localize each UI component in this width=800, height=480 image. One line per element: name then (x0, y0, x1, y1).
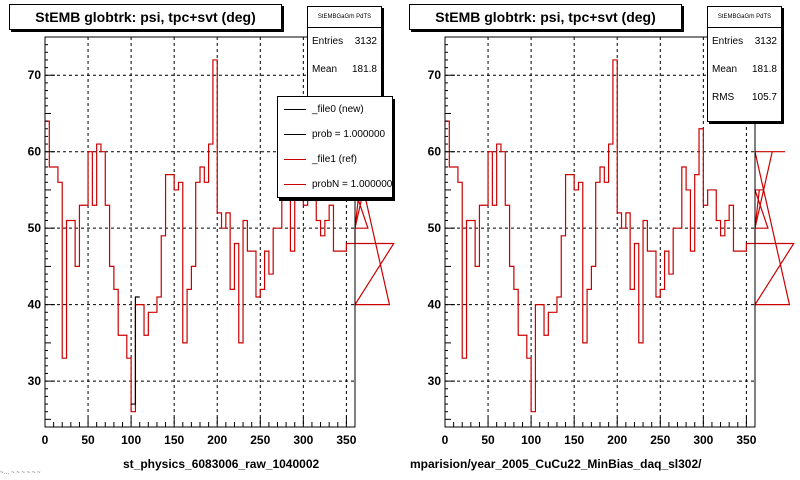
right-xtick-label-4: 200 (607, 433, 627, 447)
left-plot-pad: 0 50 100 150 200 250 300 350 30 40 50 60 70 StEMB gl… (9, 4, 395, 471)
left-stats-mean-value: 181.8 (351, 64, 377, 75)
left-legend: _file0 (new) prob = 1.000000 _file1 (ref… (277, 96, 393, 198)
right-xtick-label-7: 350 (736, 433, 756, 447)
left-ytick-label-0: 30 (28, 374, 42, 388)
right-plot-pad: 0 50 100 150 200 250 300 350 30 40 50 60 70 StEMB gl… (400, 0, 800, 480)
right-stats-entries-label: Entries (712, 36, 744, 47)
legend-item-file1: _file1 (ref) (278, 147, 392, 172)
legend-label-file1: _file1 (ref) (312, 154, 358, 165)
left-plot-svg: 0 50 100 150 200 250 300 350 30 40 50 60 70 (28, 36, 395, 447)
left-xtick-label-0: 0 (42, 433, 49, 447)
right-stats-mean-row: Mean 181.8 (708, 56, 781, 84)
right-series-0 (445, 59, 795, 413)
legend-swatch-probn (284, 184, 306, 185)
left-xtick-label-4: 200 (207, 433, 227, 447)
right-stats-entries-row: Entries 3132 (708, 28, 781, 56)
left-stats-mean-label: Mean (312, 64, 338, 75)
left-xtick-label-3: 150 (164, 433, 184, 447)
left-stats-mean-row: Mean 181.8 (308, 56, 381, 84)
right-ytick-label-4: 70 (428, 68, 442, 82)
left-ytick-label-2: 50 (28, 221, 42, 235)
right-stats-mean-label: Mean (712, 64, 738, 75)
legend-item-file0: _file0 (new) (278, 97, 392, 122)
right-xtick-label-5: 250 (650, 433, 670, 447)
left-xtick-label-2: 100 (121, 433, 141, 447)
legend-label-file0: _file0 (new) (312, 104, 364, 115)
right-stats-box: StEMBGaGrh PdTS Entries 3132 Mean 181.8 … (707, 6, 782, 122)
left-stats-entries-value: 3132 (354, 36, 377, 47)
left-file-label: st_physics_6083006_raw_1040002 (123, 457, 320, 471)
right-ytick-label-3: 60 (428, 145, 442, 159)
left-xtick-label-1: 50 (81, 433, 95, 447)
right-stats-mean-value: 181.8 (751, 64, 777, 75)
right-ytick-label-1: 40 (428, 298, 442, 312)
right-xtick-label-3: 150 (564, 433, 584, 447)
corner-note: ~… ~ ~ ~ ~ ~ ~ (0, 470, 41, 476)
left-stats-entries-row: Entries 3132 (308, 28, 381, 56)
right-file-label: mparision/year_2005_CuCu22_MinBias_daq_s… (410, 457, 702, 471)
right-stats-header: StEMBGaGrh PdTS (708, 7, 781, 28)
left-plot-title: StEMB globtrk: psi, tpc+svt (deg) (9, 4, 282, 30)
left-ytick-label-1: 40 (28, 298, 42, 312)
legend-swatch-file1 (284, 159, 306, 160)
right-ytick-label-2: 50 (428, 221, 442, 235)
left-stats-entries-label: Entries (312, 36, 344, 47)
left-ytick-label-4: 70 (28, 68, 42, 82)
legend-item-probn: probN = 1.000000 (278, 172, 392, 197)
right-stats-rms-value: 105.7 (751, 92, 777, 103)
legend-label-prob: prob = 1.000000 (312, 129, 386, 140)
right-xtick-label-1: 50 (481, 433, 495, 447)
legend-item-prob: prob = 1.000000 (278, 122, 392, 147)
left-xtick-label-5: 250 (250, 433, 270, 447)
right-stats-rms-label: RMS (712, 92, 735, 103)
right-ytick-label-0: 30 (428, 374, 442, 388)
left-ytick-label-3: 60 (28, 145, 42, 159)
right-stats-rms-row: RMS 105.7 (708, 84, 781, 112)
right-plot-svg: 0 50 100 150 200 250 300 350 30 40 50 60 70 (428, 36, 795, 447)
legend-label-probn: probN = 1.000000 (312, 179, 393, 190)
left-stats-box: StEMBGaGrh PdTS Entries 3132 Mean 181.8 (307, 6, 382, 98)
right-xtick-label-2: 100 (521, 433, 541, 447)
right-stats-entries-value: 3132 (754, 36, 777, 47)
legend-swatch-file0 (284, 109, 306, 110)
left-xtick-label-6: 300 (293, 433, 313, 447)
left-series-0 (45, 59, 395, 413)
right-xtick-label-6: 300 (693, 433, 713, 447)
right-plot-title: StEMB globtrk: psi, tpc+svt (deg) (409, 4, 682, 30)
left-stats-header: StEMBGaGrh PdTS (308, 7, 381, 28)
left-series-1 (131, 296, 140, 405)
left-xtick-label-7: 350 (336, 433, 356, 447)
right-xtick-label-0: 0 (442, 433, 449, 447)
legend-swatch-prob (284, 134, 306, 135)
